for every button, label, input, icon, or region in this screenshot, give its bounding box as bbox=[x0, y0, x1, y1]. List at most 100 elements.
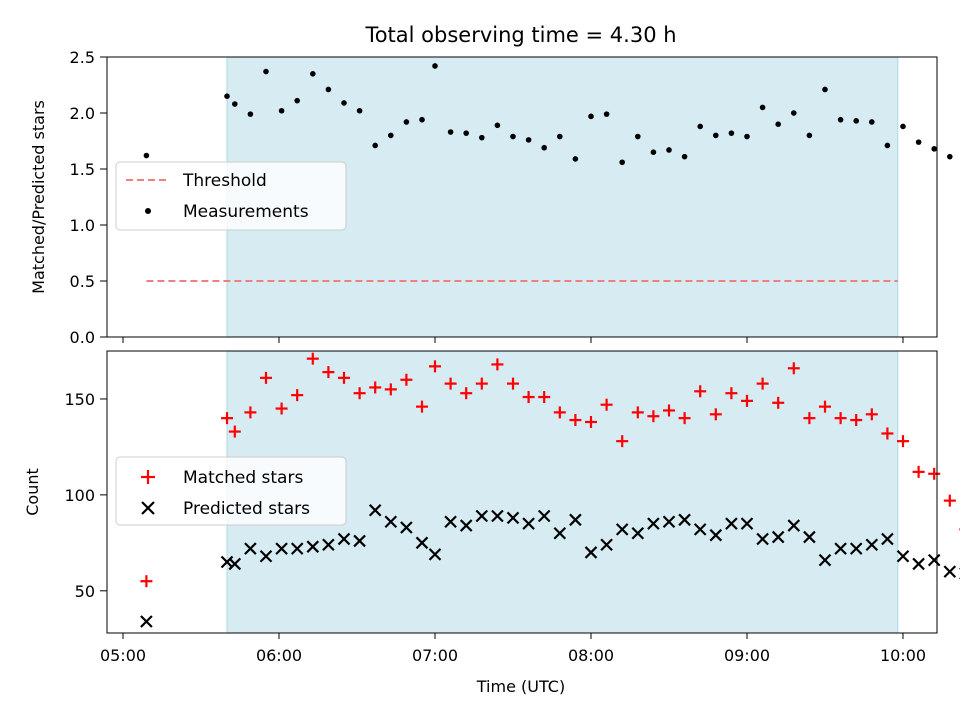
measurements-point bbox=[510, 133, 516, 140]
matched-stars-point bbox=[553, 406, 566, 419]
matched-stars-point bbox=[663, 404, 675, 417]
measurements-point bbox=[650, 149, 657, 155]
matched-stars-point bbox=[772, 396, 785, 409]
bottom-x-tick-label: 07:00 bbox=[412, 646, 458, 665]
matched-stars-point bbox=[384, 383, 397, 396]
predicted-stars-point bbox=[849, 542, 863, 555]
measurements-point bbox=[635, 133, 641, 140]
matched-stars-point bbox=[221, 412, 233, 425]
x-axis-label: Time (UTC) bbox=[476, 677, 565, 696]
matched-stars-point bbox=[275, 402, 288, 415]
measurements-point bbox=[759, 104, 766, 111]
predicted-stars-point bbox=[553, 526, 567, 540]
predicted-stars-point bbox=[662, 515, 676, 529]
bottom-y-tick-label: 50 bbox=[75, 582, 95, 601]
predicted-stars-point bbox=[428, 548, 442, 561]
bottom-y-tick-label: 100 bbox=[64, 486, 95, 505]
measurements-point bbox=[853, 118, 859, 124]
bottom-legend: Matched stars Predicted stars bbox=[115, 456, 347, 526]
matched-stars-point bbox=[416, 400, 428, 413]
predicted-stars-point bbox=[140, 615, 153, 628]
predicted-stars-point bbox=[259, 549, 273, 563]
matched-stars-point bbox=[819, 400, 831, 413]
matched-stars-point bbox=[912, 465, 925, 478]
matched-stars-point bbox=[585, 415, 597, 428]
bottom-legend-frame bbox=[115, 456, 347, 526]
measurements-point bbox=[294, 97, 301, 104]
predicted-stars-point bbox=[631, 526, 645, 540]
measurements-point bbox=[775, 121, 781, 127]
measurements-point bbox=[447, 129, 454, 135]
predicted-stars-point bbox=[522, 517, 535, 530]
matched-stars-point bbox=[400, 373, 413, 386]
bottom-x-axis-ticks: 05:00 06:00 07:00 08:00 09:00 10:00 bbox=[100, 633, 926, 665]
predicted-stars-point bbox=[896, 549, 910, 563]
measurements-point bbox=[603, 111, 610, 117]
legend-predicted-label: Predicted stars bbox=[183, 499, 310, 519]
predicted-stars-point bbox=[506, 511, 520, 525]
top-legend-frame bbox=[115, 161, 347, 231]
matched-stars-point bbox=[353, 387, 366, 400]
measurements-point bbox=[822, 86, 828, 93]
measurements-point bbox=[947, 153, 953, 160]
predicted-stars-point bbox=[584, 546, 598, 559]
bottom-x-tick-label: 08:00 bbox=[568, 646, 614, 665]
matched-stars-point bbox=[244, 406, 257, 419]
predicted-stars-point bbox=[444, 515, 457, 529]
measurements-point bbox=[557, 133, 563, 140]
chart-title: Total observing time = 4.30 h bbox=[364, 23, 676, 47]
top-axes-frame bbox=[106, 56, 938, 338]
matched-stars-point bbox=[569, 414, 582, 427]
top-y-axis-label: Matched/Predicted stars bbox=[29, 100, 48, 294]
predicted-stars-point bbox=[228, 557, 242, 571]
matched-stars-point bbox=[522, 391, 535, 404]
predicted-stars-point bbox=[306, 540, 320, 553]
predicted-stars-point bbox=[244, 542, 257, 555]
measurements-point bbox=[432, 63, 438, 69]
legend-threshold-label: Threshold bbox=[182, 171, 267, 191]
matched-stars-point bbox=[369, 381, 382, 394]
matched-stars-point bbox=[850, 414, 863, 427]
measurements-point bbox=[494, 122, 501, 129]
matched-stars-point bbox=[475, 377, 488, 390]
measurements-point bbox=[232, 101, 238, 107]
matched-stars-point bbox=[291, 389, 304, 402]
matched-stars-point bbox=[460, 387, 473, 400]
measurements-point bbox=[681, 153, 688, 160]
matched-stars-point bbox=[444, 377, 457, 390]
matched-stars-point bbox=[260, 371, 272, 384]
matched-stars-point bbox=[647, 410, 660, 423]
matched-stars-point bbox=[538, 391, 551, 404]
matched-stars-point bbox=[338, 371, 350, 384]
top-y-tick-label: 0.0 bbox=[70, 328, 95, 347]
matched-stars-point bbox=[491, 358, 504, 371]
predicted-stars-point bbox=[927, 553, 941, 567]
measurements-point bbox=[310, 71, 316, 77]
measurements-point bbox=[278, 107, 285, 114]
measurements-point bbox=[403, 119, 410, 125]
measurements-point bbox=[325, 86, 332, 93]
bottom-series bbox=[140, 352, 960, 628]
matched-stars-point bbox=[507, 377, 519, 390]
measurements-point bbox=[900, 123, 906, 130]
measurements-point bbox=[263, 68, 269, 75]
legend-predicted-swatch bbox=[141, 501, 155, 515]
predicted-stars-point bbox=[725, 517, 738, 530]
measurements-point bbox=[931, 146, 937, 152]
bottom-x-tick-label: 06:00 bbox=[256, 646, 302, 665]
bottom-y-tick-label: 150 bbox=[64, 390, 95, 409]
matched-stars-point bbox=[943, 494, 956, 507]
predicted-stars-point bbox=[818, 553, 832, 567]
predicted-stars-point bbox=[353, 534, 366, 548]
measurements-point bbox=[806, 132, 813, 139]
predicted-stars-point bbox=[771, 530, 785, 544]
top-y-tick-label: 2.5 bbox=[70, 48, 95, 67]
measurements-point bbox=[697, 123, 703, 130]
top-legend: Threshold Measurements bbox=[115, 161, 347, 231]
measurements-point bbox=[915, 139, 922, 145]
measurements-point bbox=[744, 133, 750, 140]
measurements-point bbox=[525, 137, 532, 143]
bottom-y-axis-label: Count bbox=[23, 468, 42, 516]
